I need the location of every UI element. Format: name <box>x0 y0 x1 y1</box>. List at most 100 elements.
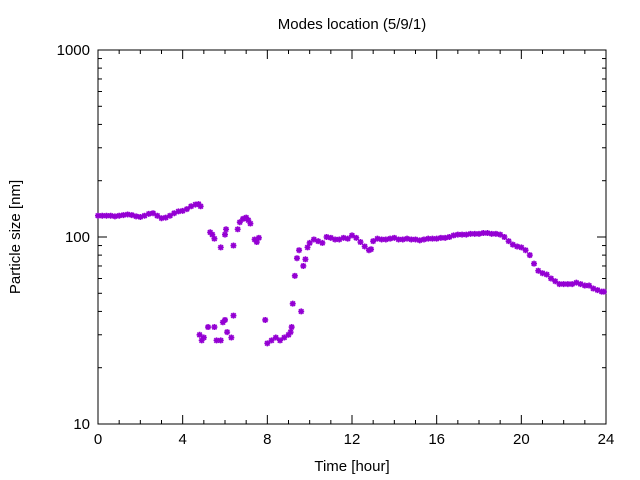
data-point <box>476 230 482 237</box>
data-point <box>323 234 330 240</box>
data-point <box>437 234 444 241</box>
data-point <box>586 282 593 289</box>
data-point <box>162 214 169 221</box>
data-point <box>442 234 449 241</box>
data-point <box>171 210 178 217</box>
data-point <box>192 201 199 208</box>
data-point <box>420 236 427 243</box>
data-point <box>310 236 317 243</box>
data-point <box>454 231 461 238</box>
data-point <box>488 230 495 237</box>
data-point <box>234 226 241 233</box>
data-point <box>150 210 157 217</box>
data-point <box>217 337 224 344</box>
data-point <box>293 255 300 262</box>
data-point <box>319 239 326 246</box>
data-point <box>141 212 148 219</box>
x-tick-label: 4 <box>178 431 186 448</box>
data-point <box>222 316 228 323</box>
data-point <box>353 234 360 241</box>
data-point <box>547 275 554 282</box>
data-point <box>357 239 364 246</box>
data-point <box>556 281 563 288</box>
data-point <box>99 212 106 219</box>
data-point <box>228 334 235 341</box>
data-point <box>281 334 288 341</box>
data-point <box>302 256 309 263</box>
data-point <box>518 244 525 251</box>
data-point <box>539 270 546 277</box>
data-point <box>230 312 237 319</box>
data-point <box>245 217 252 224</box>
data-point <box>223 226 230 233</box>
data-point <box>577 281 584 288</box>
data-point <box>103 212 110 219</box>
data-point <box>211 235 218 242</box>
data-point <box>526 252 533 259</box>
y-axis-label: Particle size [nm] <box>7 180 24 294</box>
data-point <box>480 230 487 237</box>
data-point <box>197 203 204 210</box>
data-point <box>306 239 313 246</box>
data-point <box>300 262 307 269</box>
data-point <box>433 235 440 242</box>
data-point <box>268 337 275 344</box>
data-point <box>505 238 512 245</box>
data-point <box>336 236 343 243</box>
data-point <box>395 236 402 243</box>
data-point <box>484 230 491 237</box>
data-point <box>145 210 152 217</box>
data-point <box>107 212 114 219</box>
data-point <box>137 213 144 220</box>
data-point <box>404 235 411 242</box>
data-point <box>492 230 499 237</box>
data-point <box>514 243 521 250</box>
data-point <box>416 237 423 244</box>
data-point <box>255 234 262 241</box>
data-point <box>463 231 470 238</box>
data-point <box>569 281 576 288</box>
data-point <box>111 213 118 220</box>
data-point <box>198 337 205 344</box>
data-point <box>166 212 173 219</box>
data-point <box>471 230 478 237</box>
data-point <box>298 308 305 315</box>
data-point <box>217 244 224 251</box>
data-point <box>124 211 131 218</box>
data-point <box>222 231 228 238</box>
data-point <box>272 334 279 341</box>
x-tick-label: 8 <box>263 431 271 448</box>
data-point <box>374 235 381 242</box>
data-point <box>251 236 258 243</box>
data-point <box>399 236 406 243</box>
data-point <box>590 285 597 292</box>
data-point <box>128 212 135 219</box>
data-point <box>378 236 385 243</box>
data-point <box>327 234 334 241</box>
x-tick-label: 20 <box>513 431 530 448</box>
data-point <box>344 235 351 242</box>
data-point <box>560 281 567 288</box>
data-point <box>243 214 250 221</box>
data-point <box>247 220 254 227</box>
y-tick-label: 1000 <box>57 42 90 59</box>
y-tick-label: 100 <box>65 229 90 246</box>
data-point <box>600 288 607 295</box>
data-point <box>543 271 550 278</box>
data-point <box>205 324 212 331</box>
data-point <box>211 324 218 331</box>
data-point <box>213 337 220 344</box>
data-point <box>296 247 303 254</box>
data-point <box>361 243 368 250</box>
data-point <box>175 208 182 215</box>
data-point <box>188 203 195 210</box>
data-point <box>158 215 165 222</box>
data-point <box>236 219 243 226</box>
data-point <box>209 231 216 238</box>
data-point <box>179 207 186 214</box>
data-point <box>289 300 296 307</box>
data-point <box>230 242 237 249</box>
data-point <box>277 337 284 344</box>
chart-title: Modes location (5/9/1) <box>278 16 426 33</box>
data-point <box>450 232 457 239</box>
